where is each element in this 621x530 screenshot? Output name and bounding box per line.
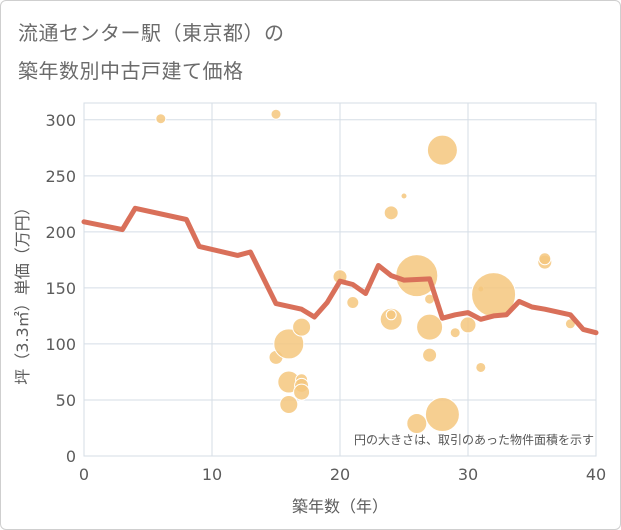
y-tick-label: 250 bbox=[45, 167, 76, 186]
bubble-size-note: 円の大きさは、取引のあった物件面積を示す bbox=[354, 432, 594, 447]
data-bubble bbox=[292, 317, 312, 337]
x-tick-label: 10 bbox=[202, 465, 222, 484]
y-tick-label: 100 bbox=[45, 335, 76, 354]
data-bubble bbox=[400, 192, 408, 200]
average-price-line bbox=[81, 205, 599, 336]
x-axis-label: 築年数（年） bbox=[292, 497, 388, 516]
data-bubble bbox=[293, 383, 311, 401]
x-tick-label: 40 bbox=[586, 465, 606, 484]
y-tick-label: 150 bbox=[45, 279, 76, 298]
data-bubble bbox=[475, 361, 487, 373]
chart-title-line-1: 流通センター駅（東京都）の bbox=[18, 21, 285, 45]
bubble-layer bbox=[155, 108, 576, 435]
data-bubble bbox=[383, 205, 399, 221]
y-tick-label: 50 bbox=[56, 391, 76, 410]
chart-title-line-2: 築年数別中古戸建て価格 bbox=[18, 59, 244, 83]
data-bubble bbox=[422, 347, 438, 363]
grid-lines bbox=[83, 102, 597, 457]
data-bubble bbox=[459, 316, 477, 334]
data-bubble bbox=[424, 397, 460, 433]
x-tick-label: 20 bbox=[330, 465, 350, 484]
x-tick-label: 30 bbox=[458, 465, 478, 484]
y-tick-label: 300 bbox=[45, 111, 76, 130]
data-bubble bbox=[385, 309, 397, 321]
data-bubble bbox=[273, 328, 305, 360]
y-tick-label: 0 bbox=[66, 447, 76, 466]
data-bubble bbox=[416, 313, 444, 341]
data-bubble bbox=[270, 108, 282, 120]
data-bubble bbox=[449, 327, 461, 339]
data-bubble bbox=[346, 295, 360, 309]
data-bubble bbox=[155, 113, 167, 125]
y-tick-label: 200 bbox=[45, 223, 76, 242]
data-bubble bbox=[426, 134, 458, 166]
y-axis-label: 坪（3.3㎡）単価（万円） bbox=[13, 199, 32, 384]
data-bubble bbox=[538, 252, 552, 266]
data-bubble bbox=[406, 413, 428, 435]
axis-layer: 0 10 20 30 40 0 50 100 150 200 250 300 bbox=[45, 111, 606, 484]
trend-line-layer bbox=[81, 205, 599, 336]
data-bubble bbox=[279, 394, 299, 414]
x-tick-label: 0 bbox=[79, 465, 89, 484]
